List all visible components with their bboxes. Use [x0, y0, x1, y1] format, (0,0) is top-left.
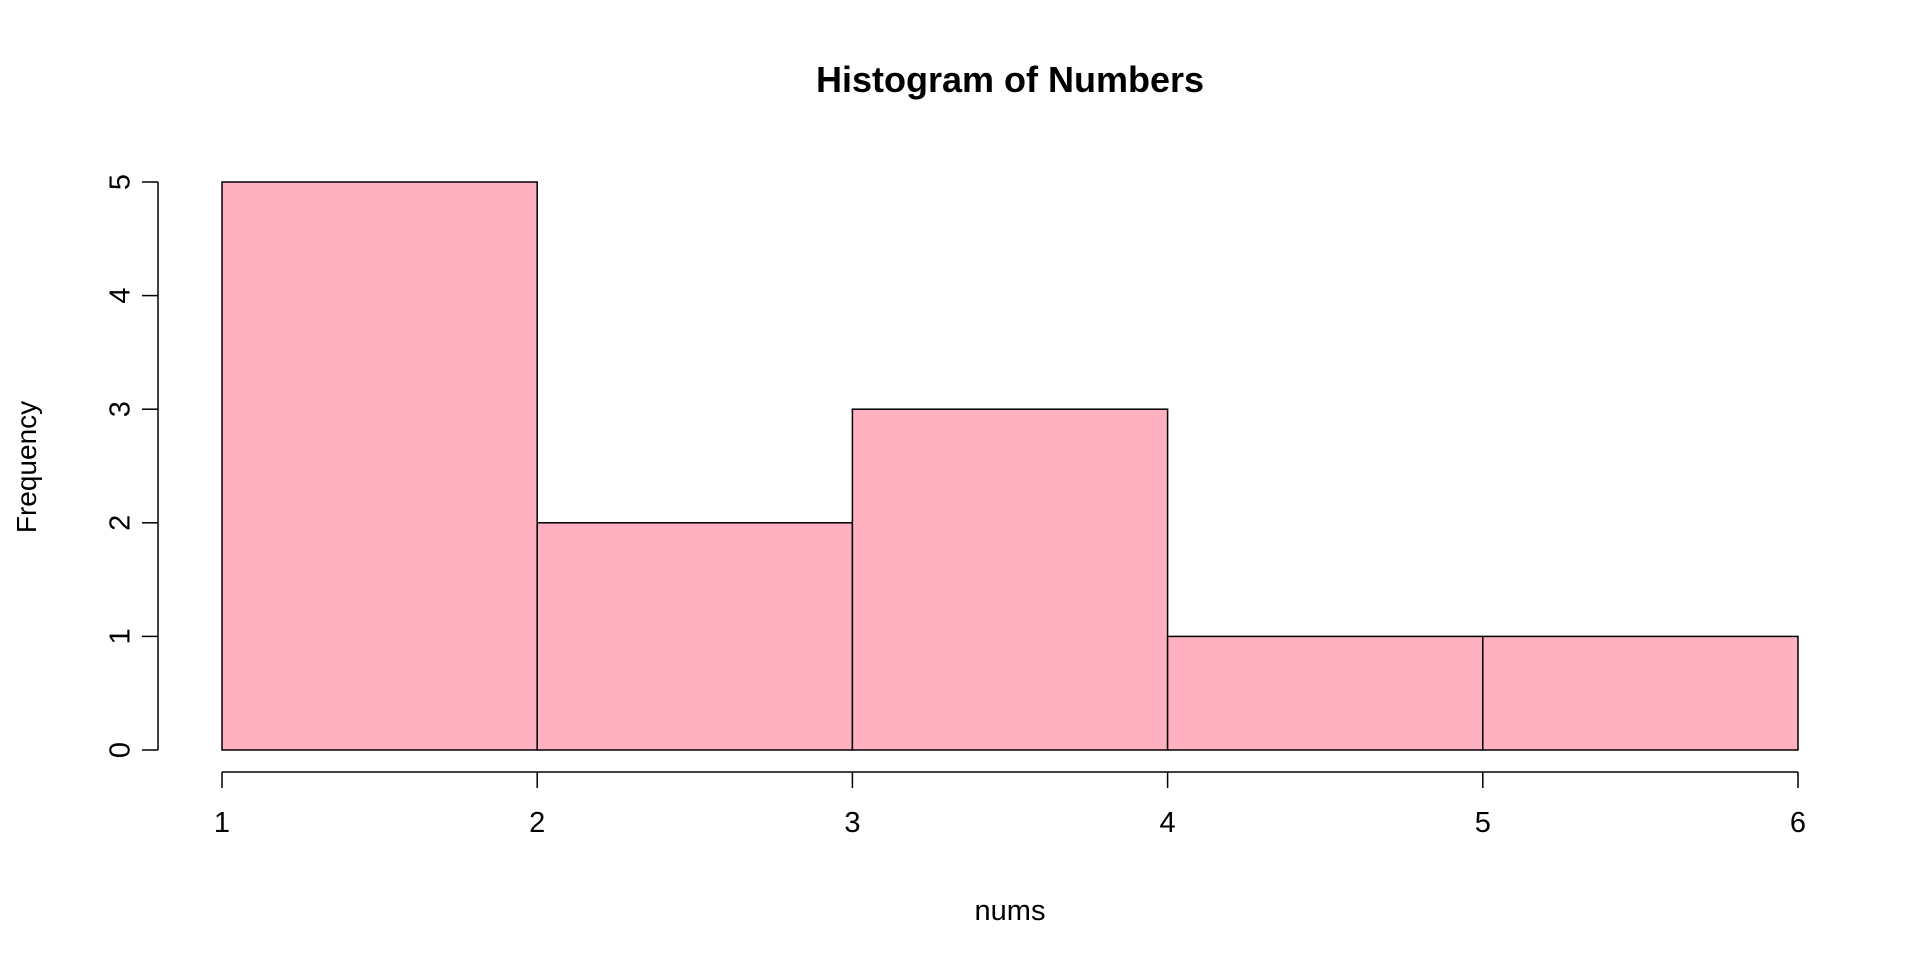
x-axis: 1 2 3 4 5 6 — [214, 771, 1806, 839]
histogram-bar-5 — [1482, 635, 1799, 751]
x-tick-label-5: 5 — [1475, 807, 1491, 839]
histogram-bar-1 — [221, 181, 538, 751]
x-axis-label: nums — [975, 895, 1046, 927]
x-tick-label-4: 4 — [1160, 807, 1176, 839]
y-axis-label: Frequency — [11, 401, 42, 533]
histogram-bar-2 — [536, 522, 854, 751]
x-tick-label-6: 6 — [1790, 807, 1806, 839]
x-tick-label-2: 2 — [529, 807, 545, 839]
y-tick-label-5: 5 — [105, 174, 137, 190]
x-tick-label-1: 1 — [214, 807, 230, 839]
bars-layer — [221, 181, 1799, 751]
y-tick-label-1: 1 — [105, 628, 137, 644]
y-axis: 0 1 2 3 4 5 — [105, 174, 159, 758]
chart-title: Histogram of Numbers — [816, 59, 1204, 100]
y-tick-label-4: 4 — [105, 288, 137, 304]
y-tick-label-2: 2 — [105, 515, 137, 531]
x-tick-label-3: 3 — [844, 807, 860, 839]
y-tick-label-0: 0 — [105, 742, 137, 758]
y-tick-label-3: 3 — [105, 401, 137, 417]
histogram-bar-3 — [851, 408, 1169, 751]
histogram-bar-4 — [1166, 635, 1484, 751]
